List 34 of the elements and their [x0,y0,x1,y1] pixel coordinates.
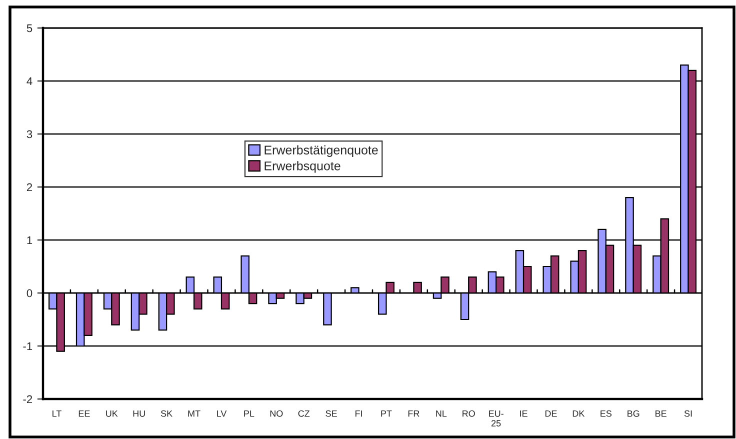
x-tick-label: SE [326,410,337,417]
x-tick-label: DE [545,410,557,417]
y-tick-label: 5 [26,24,32,32]
x-tick-label: PL [244,410,254,417]
legend-label: Erwerbsquote [264,161,340,173]
x-tick-label: HU [133,410,145,417]
y-tick-label: -1 [23,342,32,350]
x-tick-label: FR [408,410,420,417]
x-tick-label: LT [52,410,62,417]
x-tick-label: SI [684,410,692,417]
x-tick-label: UK [106,410,118,417]
x-tick-label: EE [78,410,90,417]
x-tick-label: SK [160,410,172,417]
y-tick-label: 3 [26,130,32,138]
y-tick-label: -2 [23,395,32,404]
x-tick-label: RO [462,410,475,417]
x-tick-label: BG [628,410,640,417]
x-tick-label: EU- 25 [489,410,504,426]
x-tick-label: NO [270,410,283,417]
x-tick-label: FI [356,410,362,417]
x-tick-label: NL [436,410,447,417]
y-tick-label: 4 [26,77,32,86]
x-tick-label: MT [188,410,200,417]
y-tick-label: 1 [27,236,32,244]
x-tick-label: PT [381,410,392,417]
legend-label: Erwerbstätigenquote [264,145,378,157]
x-tick-label: DK [572,410,585,417]
x-tick-label: BE [656,410,666,417]
x-tick-label: IE [520,410,528,417]
x-tick-label: ES [600,410,612,417]
x-tick-label: CZ [298,410,310,417]
y-tick-label: 2 [26,183,32,192]
y-tick-label: 0 [26,289,32,298]
x-tick-label: LV [217,410,227,417]
